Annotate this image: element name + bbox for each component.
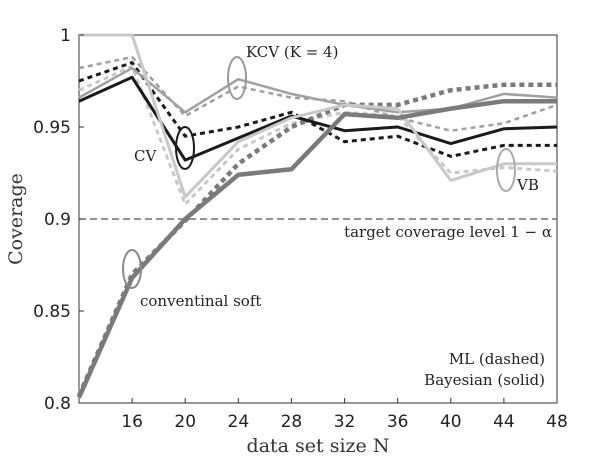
y-tick-label: 0.8 [44, 394, 71, 414]
x-tick-label: 28 [281, 412, 303, 432]
series-line-vb-bayesian [79, 33, 557, 199]
y-tick-label: 0.85 [33, 302, 71, 322]
vb-label: VB [516, 176, 539, 194]
x-tick-label: 44 [493, 412, 515, 432]
soft-ellipse [122, 249, 142, 289]
series-line-kcv-ml [78, 55, 558, 132]
series-line-soft-ml [76, 82, 557, 397]
y-tick-label: 1 [60, 26, 71, 46]
series-line-soft-bayesian [76, 98, 557, 399]
kcv-label: KCV (K = 4) [246, 43, 338, 61]
y-axis-title: Coverage [5, 173, 27, 265]
series-line-vb-ml [78, 64, 558, 206]
cv-label: CV [134, 147, 157, 165]
series-line-cv-ml [78, 61, 557, 158]
legend-bayes: Bayesian (solid) [424, 371, 545, 389]
chart-marks [76, 33, 558, 399]
x-tick-label: 24 [228, 412, 250, 432]
y-tick-label: 0.9 [44, 210, 71, 230]
vb-ellipse [496, 148, 516, 192]
target-label: target coverage level 1 − α [344, 223, 552, 241]
kcv-ellipse [227, 56, 247, 100]
y-tick-label: 0.95 [33, 118, 71, 138]
cv-ellipse [175, 126, 195, 170]
x-tick-label: 16 [121, 412, 143, 432]
x-tick-label: 20 [174, 412, 196, 432]
series-line-kcv-bayesian [78, 66, 558, 114]
x-tick-label: 48 [546, 412, 568, 432]
x-tick-label: 32 [334, 412, 356, 432]
legend-ml: ML (dashed) [449, 350, 545, 368]
soft-label: conventinal soft [140, 292, 261, 310]
x-axis-title: data set size N [247, 435, 390, 457]
x-tick-label: 40 [440, 412, 462, 432]
x-tick-label: 36 [387, 412, 409, 432]
